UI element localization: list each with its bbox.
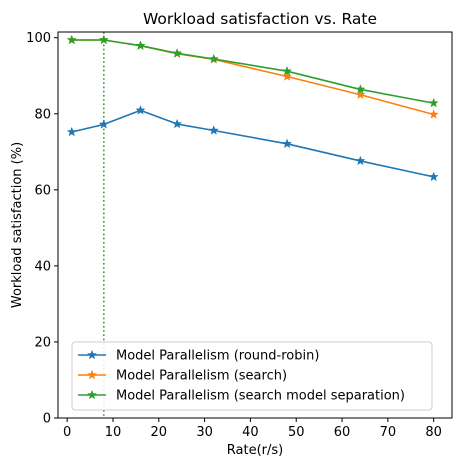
x-tick-label: 50: [288, 425, 305, 440]
x-tick-label: 30: [196, 425, 213, 440]
data-point: [429, 172, 438, 180]
data-point: [209, 126, 218, 134]
data-point: [67, 127, 76, 135]
data-point: [99, 120, 108, 128]
legend-entry: Model Parallelism (search model separati…: [78, 389, 405, 404]
data-point: [99, 35, 108, 43]
x-tick-label: 20: [151, 425, 168, 440]
legend-label: Model Parallelism (search model separati…: [116, 389, 405, 404]
series-3: [67, 35, 438, 106]
data-point: [356, 156, 365, 164]
chart-title: Workload satisfaction vs. Rate: [143, 10, 377, 28]
x-tick-label: 40: [242, 425, 259, 440]
y-tick-label: 100: [26, 31, 51, 46]
data-point: [283, 139, 292, 147]
data-point: [173, 119, 182, 127]
legend: Model Parallelism (round-robin) Model Par…: [72, 342, 432, 410]
series-2: [67, 35, 438, 118]
x-tick-label: 0: [63, 425, 71, 440]
y-tick-label: 60: [34, 183, 51, 198]
legend-label: Model Parallelism (round-robin): [116, 349, 319, 364]
y-tick-label: 20: [34, 335, 51, 350]
data-point: [429, 110, 438, 118]
data-point: [136, 106, 145, 114]
data-point: [136, 41, 145, 49]
series-line: [72, 40, 434, 103]
data-point: [67, 35, 76, 43]
y-axis: 0 20 40 60 80 100: [26, 31, 58, 426]
series-line: [72, 110, 434, 177]
y-axis-title: Workload satisfaction (%): [10, 142, 25, 308]
y-tick-label: 80: [34, 107, 51, 122]
x-tick-label: 80: [425, 425, 442, 440]
x-axis: 0 10 20 30 40 50 60 70 80: [63, 418, 442, 440]
y-tick-label: 40: [34, 259, 51, 274]
x-tick-label: 60: [334, 425, 351, 440]
x-tick-label: 70: [380, 425, 397, 440]
y-tick-label: 0: [43, 412, 51, 427]
series-line: [72, 40, 434, 115]
series-1: [67, 106, 438, 181]
x-axis-title: Rate(r/s): [227, 443, 283, 458]
legend-label: Model Parallelism (search): [116, 369, 287, 384]
x-tick-label: 10: [105, 425, 122, 440]
data-point: [429, 99, 438, 107]
